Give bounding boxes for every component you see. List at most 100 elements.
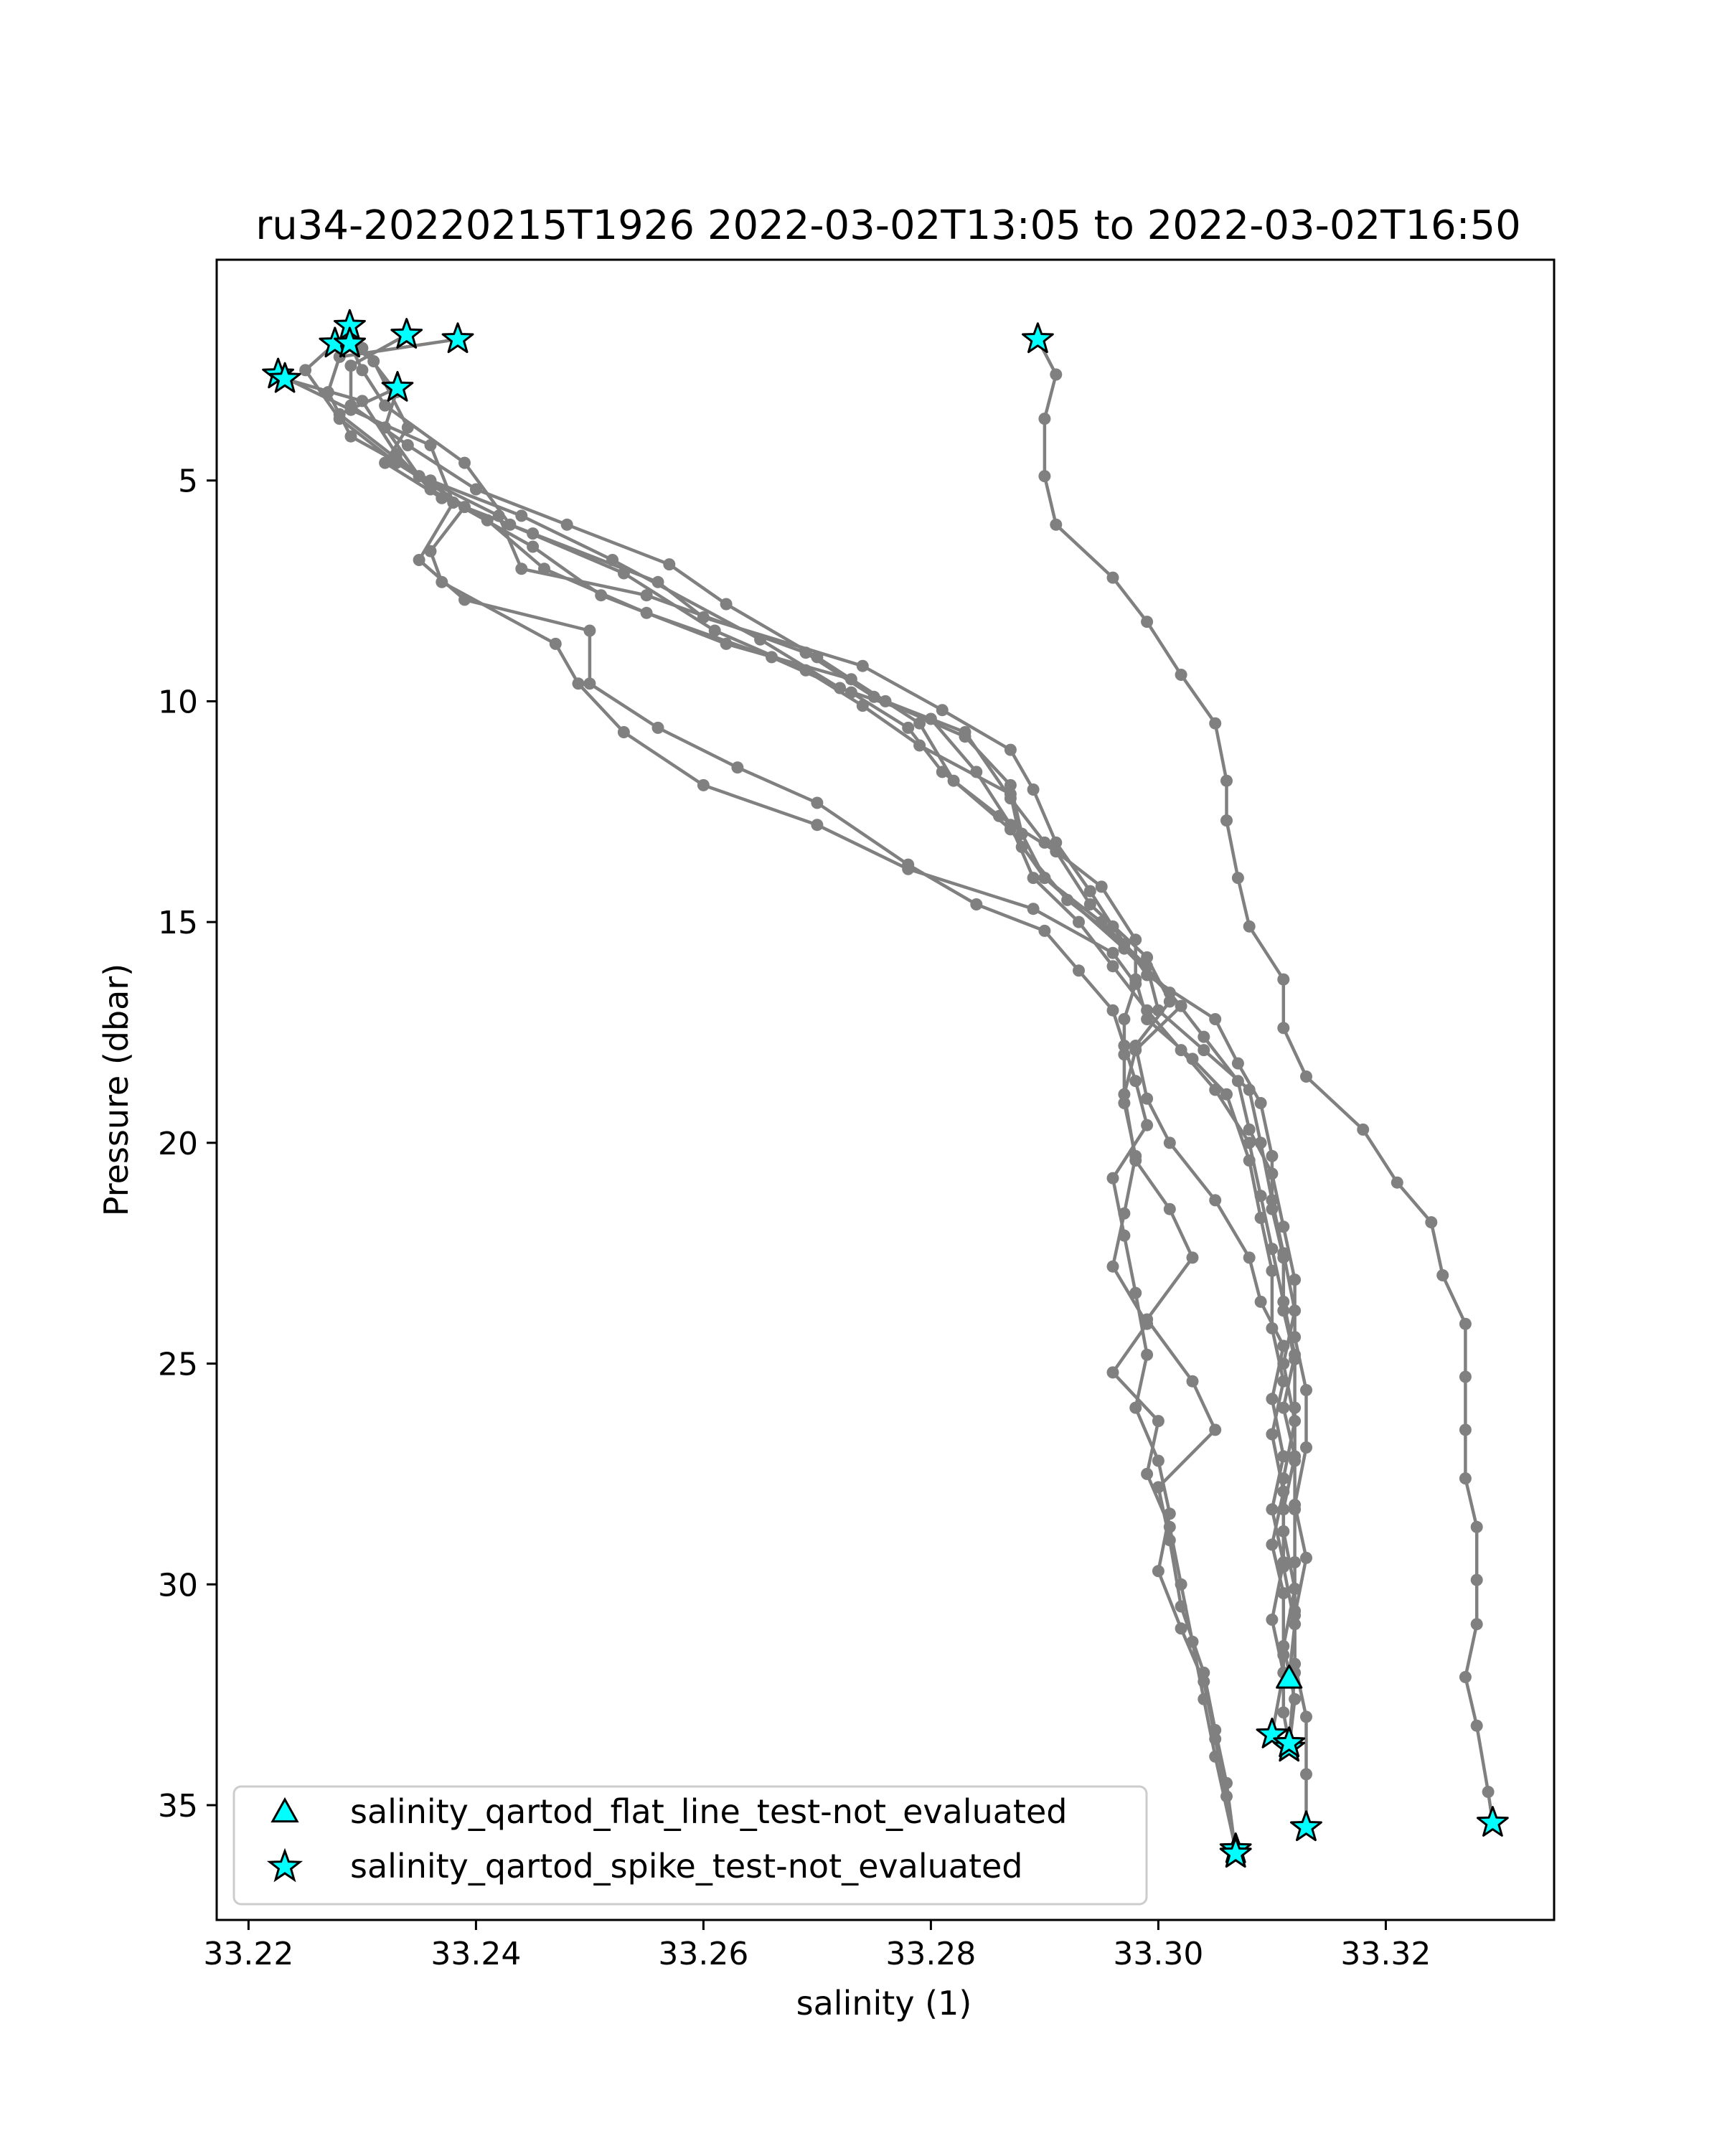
data-point (1243, 1136, 1256, 1149)
data-point (1277, 1295, 1290, 1308)
data-point (947, 774, 960, 787)
legend-label-flat-line: salinity_qartod_flat_line_test-not_evalu… (350, 1792, 1067, 1831)
data-point (1061, 893, 1074, 906)
data-point (1266, 1538, 1279, 1551)
spike-test-marker (441, 322, 474, 354)
data-point (1209, 1194, 1222, 1207)
data-point (1118, 1097, 1131, 1109)
data-point (1106, 1260, 1119, 1273)
data-point (617, 567, 630, 580)
data-point (469, 483, 482, 496)
data-point (595, 589, 608, 602)
data-point (1027, 903, 1040, 915)
data-point (970, 898, 983, 910)
data-point (1129, 1286, 1142, 1299)
data-point (1050, 845, 1063, 858)
data-point (1038, 924, 1051, 937)
data-point (1141, 951, 1154, 964)
data-point (799, 664, 812, 677)
data-point (1027, 783, 1040, 796)
data-point (1266, 1428, 1279, 1441)
data-point (959, 730, 971, 743)
data-point (1266, 1194, 1279, 1207)
data-point (379, 399, 392, 412)
data-point (1141, 1119, 1154, 1131)
data-point (1038, 413, 1051, 425)
data-point (1141, 1467, 1154, 1480)
data-point (344, 430, 357, 443)
data-point (1266, 1243, 1279, 1256)
data-point (1436, 1269, 1449, 1281)
data-point (401, 439, 414, 451)
data-point (413, 554, 425, 566)
data-point (1231, 1075, 1244, 1088)
data-point (1289, 1450, 1302, 1463)
data-point (1277, 1472, 1290, 1485)
data-point (390, 448, 403, 461)
data-point (1118, 1229, 1131, 1242)
data-point (1277, 1556, 1290, 1568)
data-point (1118, 1040, 1131, 1052)
series-lines (272, 319, 1499, 1860)
data-point (1277, 1220, 1290, 1233)
data-point (1470, 1719, 1483, 1732)
data-point (1004, 743, 1017, 756)
data-point (1118, 938, 1131, 951)
x-tick-label: 33.30 (1113, 1936, 1203, 1972)
data-point (1277, 1706, 1290, 1719)
data-point (1129, 977, 1142, 990)
data-point (515, 562, 528, 575)
data-point (720, 598, 733, 611)
qartod-flag-markers (262, 309, 1509, 1868)
x-tick-label: 33.32 (1340, 1936, 1431, 1972)
data-point (1289, 1415, 1302, 1428)
data-point (1220, 1088, 1233, 1101)
data-point (1289, 1274, 1302, 1286)
data-point (515, 509, 528, 522)
data-point (583, 677, 596, 690)
data-point (1175, 1622, 1187, 1635)
spike-test-marker (334, 326, 366, 358)
data-point (1152, 1415, 1165, 1428)
spike-test-marker (390, 318, 423, 349)
data-point (1277, 1401, 1290, 1414)
data-point (1289, 1331, 1302, 1344)
data-point (549, 637, 562, 650)
data-point (913, 739, 926, 752)
data-point (1073, 964, 1085, 977)
flat-line-test-marker (1276, 1665, 1303, 1689)
data-point (1300, 1070, 1312, 1083)
data-point (1118, 1013, 1131, 1025)
x-axis-label: salinity (1) (796, 1984, 972, 2023)
data-point (1141, 1092, 1154, 1105)
data-point (1141, 1317, 1154, 1330)
data-point (1470, 1618, 1483, 1631)
data-point (902, 858, 915, 871)
data-point (1266, 1614, 1279, 1626)
data-point (1175, 1044, 1187, 1057)
data-point (572, 677, 585, 690)
data-point (1209, 1423, 1222, 1436)
data-point (356, 342, 369, 354)
spike-test-marker (1256, 1718, 1289, 1748)
series-line (277, 372, 1238, 1855)
data-point (1050, 368, 1063, 381)
data-point (356, 364, 369, 377)
data-point (1106, 960, 1119, 973)
x-tick-label: 33.22 (203, 1936, 293, 1972)
data-point (720, 637, 733, 650)
data-point (379, 456, 392, 469)
data-point (1152, 1004, 1165, 1017)
legend-triangle-marker (270, 1797, 299, 1823)
data-point (1231, 1057, 1244, 1070)
data-point (1004, 823, 1017, 836)
data-point (1106, 1172, 1119, 1185)
data-point (1243, 920, 1256, 933)
data-point (697, 778, 710, 791)
y-axis: 5 10 15 20 25 30 35 (158, 463, 217, 1825)
data-point (299, 364, 312, 377)
data-point (1198, 1030, 1210, 1043)
data-point (1243, 1251, 1256, 1264)
data-point (1254, 1295, 1267, 1308)
data-point (708, 624, 721, 637)
